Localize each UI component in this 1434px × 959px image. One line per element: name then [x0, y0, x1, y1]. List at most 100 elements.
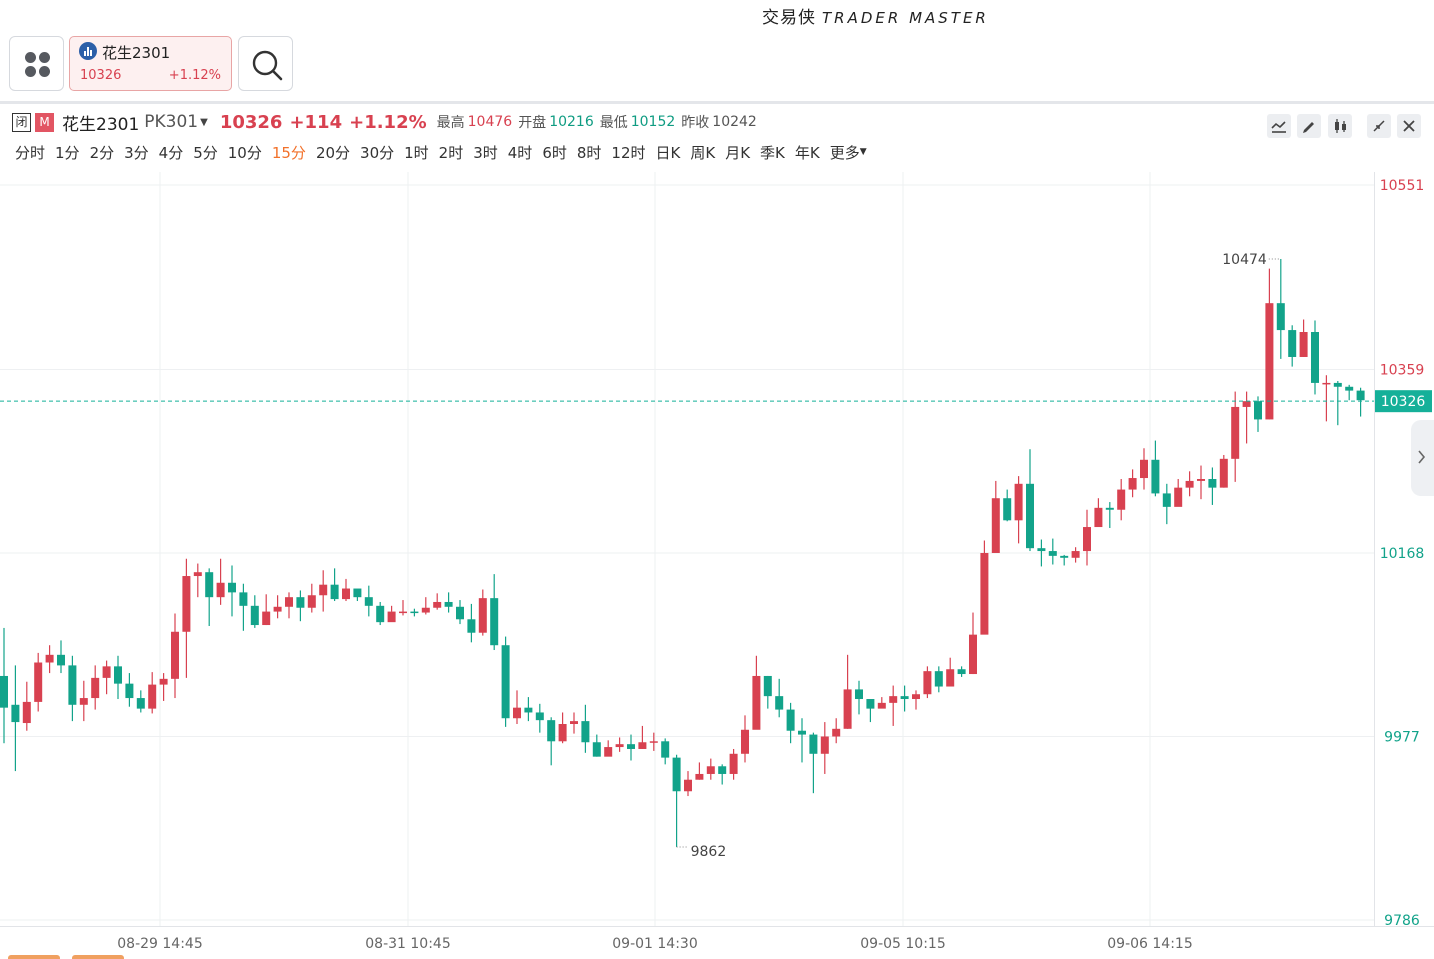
candle-body	[570, 721, 578, 724]
tab-instrument[interactable]: 花生2301 10326 +1.12%	[69, 36, 232, 91]
candle-body	[798, 730, 806, 735]
candle-body	[353, 588, 362, 598]
candle-body	[478, 598, 487, 633]
close-button[interactable]	[1397, 114, 1421, 138]
market-status-badge: 闭	[12, 112, 31, 132]
candle-body	[376, 605, 385, 623]
period-11[interactable]: 1时	[404, 144, 429, 162]
candle-body	[786, 709, 795, 731]
candle-body	[22, 701, 31, 724]
candle-body	[1345, 386, 1354, 391]
candle-body	[638, 742, 647, 749]
open-label: 开盘	[518, 115, 547, 131]
period-16[interactable]: 8时	[576, 144, 602, 162]
period-9[interactable]: 20分	[315, 144, 351, 162]
candle-body	[1288, 330, 1297, 357]
apps-button[interactable]	[9, 36, 64, 91]
price-tick-label: 9786	[1384, 913, 1420, 929]
candle-body	[1311, 332, 1319, 383]
candle-body	[775, 696, 784, 710]
period-5[interactable]: 4分	[158, 144, 184, 162]
legend-stub	[72, 955, 124, 959]
candle-body	[193, 572, 202, 577]
candle-body	[661, 741, 670, 758]
period-21[interactable]: 季K	[760, 144, 785, 162]
period-7[interactable]: 10分	[227, 144, 262, 162]
period-13[interactable]: 3时	[473, 144, 498, 162]
candle-body	[957, 669, 966, 675]
candle-body	[1060, 555, 1069, 558]
prev-close-label: 昨收	[681, 115, 710, 131]
legend-stub	[8, 955, 60, 959]
candle-body	[387, 611, 396, 623]
candle-body	[1231, 406, 1240, 459]
period-19[interactable]: 周K	[690, 144, 716, 162]
candle-body	[1094, 507, 1103, 528]
candle-body	[364, 597, 373, 606]
brand-cn: 交易侠	[762, 8, 816, 28]
period-2[interactable]: 1分	[55, 144, 80, 162]
tab-price: 10326	[80, 68, 122, 83]
candle-body	[171, 631, 179, 679]
search-button[interactable]	[238, 36, 293, 91]
period-18[interactable]: 日K	[655, 144, 681, 162]
candle-body	[262, 611, 271, 626]
period-4[interactable]: 3分	[124, 144, 149, 162]
candle-body	[11, 704, 20, 723]
low-value: 10152	[630, 114, 676, 130]
period-17[interactable]: 12时	[611, 144, 646, 162]
candle-body	[421, 607, 430, 613]
candle-body	[581, 721, 590, 743]
candle-body	[615, 744, 624, 748]
chevron-down-icon[interactable]: ▼	[859, 147, 867, 157]
period-10[interactable]: 30分	[360, 144, 395, 162]
chevron-down-icon[interactable]: ▼	[200, 116, 208, 128]
candle-body	[912, 694, 920, 700]
candle-body	[433, 601, 442, 608]
price-change: +114	[289, 111, 343, 133]
instrument-code[interactable]: PK301	[144, 112, 199, 132]
candle-body	[0, 675, 8, 708]
collapse-button[interactable]	[1367, 114, 1391, 138]
period-8[interactable]: 15分	[271, 144, 306, 162]
candle-body	[923, 671, 932, 695]
candle-body	[467, 619, 476, 633]
candle-body	[1208, 479, 1217, 488]
candle-body	[159, 678, 168, 685]
period-14[interactable]: 4时	[507, 144, 533, 162]
period-12[interactable]: 2时	[438, 144, 464, 162]
period-6[interactable]: 5分	[193, 144, 218, 162]
candle-body	[695, 773, 704, 780]
quote-bar: 闭 M 花生2301 PK301 ▼ 10326 +114 +1.12% 最高 …	[12, 110, 757, 135]
candle-body	[1105, 507, 1114, 510]
candle-body	[136, 698, 145, 709]
pen-button[interactable]	[1297, 114, 1321, 138]
candle-body	[1185, 480, 1194, 488]
tab-name: 花生2301	[102, 44, 171, 62]
candle-body	[228, 582, 236, 593]
candle-body	[79, 698, 88, 705]
candle-body	[1265, 303, 1274, 420]
candle-body	[399, 611, 407, 614]
period-20[interactable]: 月K	[725, 144, 751, 162]
candlestick-button[interactable]	[1328, 114, 1352, 138]
line-tool-button[interactable]	[1267, 114, 1291, 138]
candle-body	[934, 671, 943, 687]
period-1[interactable]: 分时	[15, 144, 46, 162]
candle-body	[57, 654, 65, 666]
period-3[interactable]: 2分	[89, 144, 115, 162]
candle-body	[216, 582, 225, 598]
candle-body	[1197, 479, 1205, 481]
period-15[interactable]: 6时	[542, 144, 567, 162]
candle-body	[205, 572, 214, 598]
price-tick-label: 10551	[1380, 178, 1425, 194]
period-23[interactable]: 更多	[829, 144, 860, 162]
period-22[interactable]: 年K	[794, 144, 820, 162]
side-panel-toggle[interactable]	[1411, 420, 1434, 496]
candlestick-chart[interactable]: 10551 10359 10168 9977 9786 08-29 14:45 08-31 …	[0, 172, 1434, 959]
search-icon	[252, 50, 283, 81]
candle-body	[684, 779, 692, 792]
candle-body	[991, 498, 1000, 553]
candle-body	[456, 606, 464, 620]
candle-body	[1128, 478, 1137, 490]
